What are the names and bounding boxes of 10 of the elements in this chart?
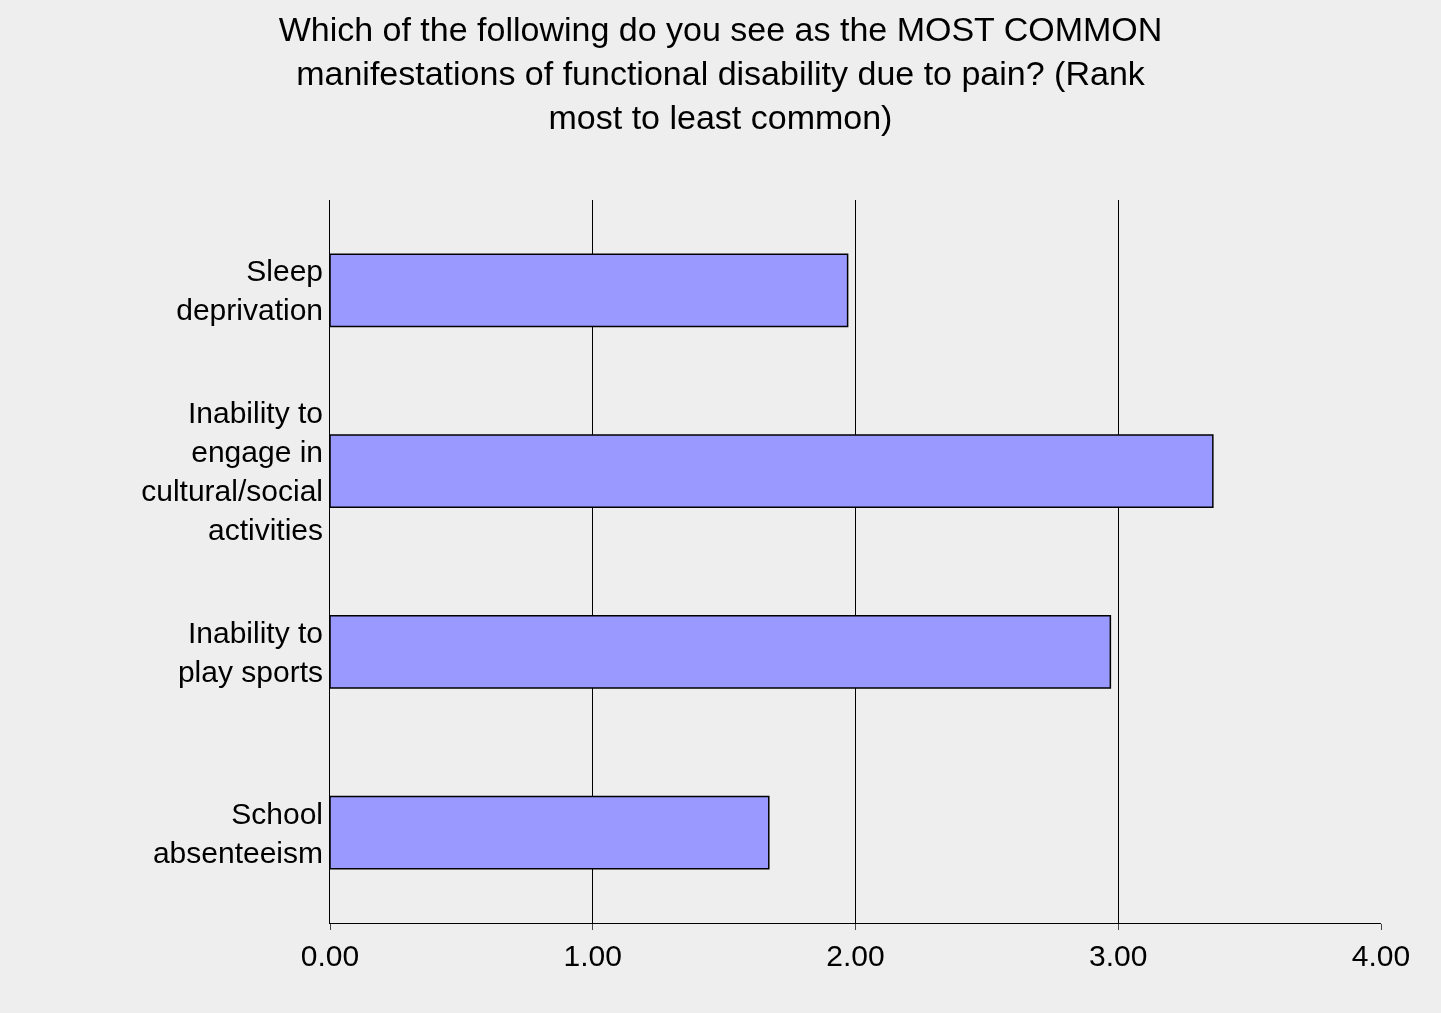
x-tick-label: 4.00 xyxy=(1351,939,1411,972)
y-tick-label: Inability to engage in cultural/social activities xyxy=(141,396,323,547)
y-tick-label: School absenteeism xyxy=(152,796,323,869)
chart-title: Which of the following do you see as the MOST COMMON manifestations of functional disability due to pain? (Rank most to least common) xyxy=(278,9,1163,136)
y-tick-label: Inability to play sports xyxy=(177,615,323,688)
x-tick-label: 2.00 xyxy=(826,939,885,972)
x-tick-label: 3.00 xyxy=(1089,939,1148,972)
x-tick-label: 1.00 xyxy=(563,939,622,972)
x-tick-label: 0.00 xyxy=(300,939,360,972)
y-tick-label: Sleep deprivation xyxy=(176,254,323,327)
